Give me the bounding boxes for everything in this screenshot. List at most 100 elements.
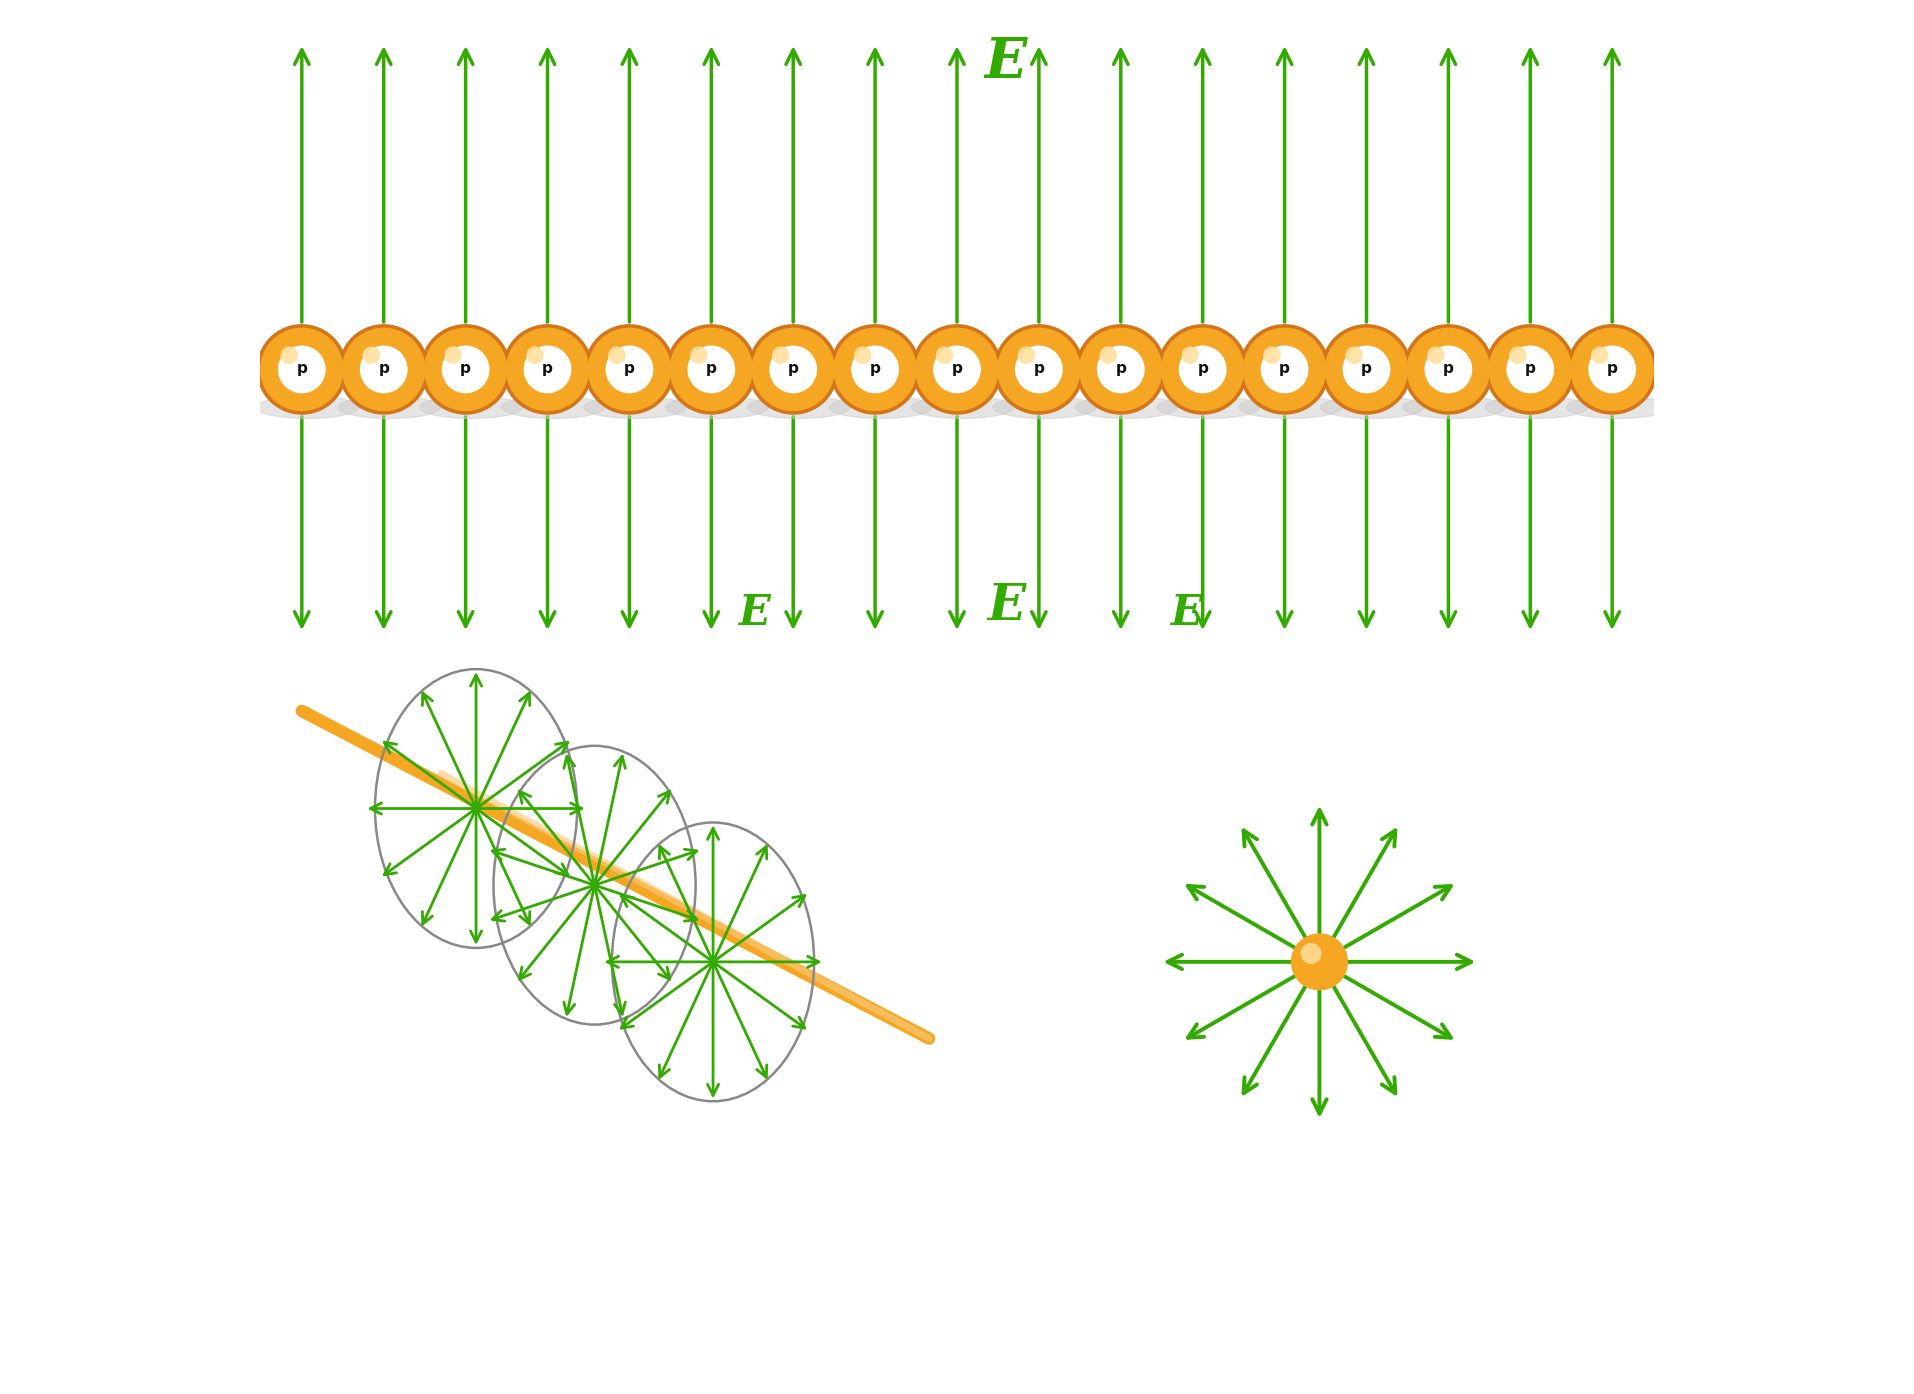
Circle shape — [1244, 329, 1326, 410]
Circle shape — [773, 347, 789, 364]
Circle shape — [526, 347, 544, 364]
Ellipse shape — [584, 396, 687, 418]
Text: E: E — [984, 35, 1028, 91]
Circle shape — [442, 346, 488, 393]
Circle shape — [1261, 346, 1307, 393]
Text: p: p — [379, 361, 389, 375]
Circle shape — [1158, 325, 1248, 414]
Ellipse shape — [748, 396, 850, 418]
Circle shape — [1571, 329, 1654, 410]
Circle shape — [1506, 346, 1554, 393]
Circle shape — [1302, 944, 1321, 963]
Circle shape — [1428, 347, 1443, 364]
Ellipse shape — [256, 396, 358, 418]
Circle shape — [279, 346, 325, 393]
Circle shape — [1292, 934, 1347, 990]
Text: p: p — [297, 361, 308, 375]
Circle shape — [913, 325, 1001, 414]
Text: p: p — [1198, 361, 1208, 375]
Circle shape — [1240, 325, 1328, 414]
Circle shape — [1101, 347, 1116, 364]
Circle shape — [260, 329, 343, 410]
Text: E: E — [739, 592, 771, 634]
Text: p: p — [1606, 361, 1617, 375]
Circle shape — [503, 325, 591, 414]
Circle shape — [1326, 329, 1407, 410]
Circle shape — [752, 329, 835, 410]
Circle shape — [281, 347, 297, 364]
Circle shape — [1344, 346, 1390, 393]
Text: p: p — [789, 361, 798, 375]
Circle shape — [1183, 347, 1198, 364]
Circle shape — [1263, 347, 1280, 364]
Circle shape — [1510, 347, 1525, 364]
Circle shape — [670, 329, 752, 410]
Circle shape — [1079, 329, 1162, 410]
Text: p: p — [869, 361, 880, 375]
Ellipse shape — [1238, 396, 1342, 418]
Circle shape — [748, 325, 838, 414]
Text: p: p — [542, 361, 553, 375]
Ellipse shape — [419, 396, 523, 418]
Text: p: p — [706, 361, 716, 375]
Circle shape — [852, 346, 898, 393]
Circle shape — [1592, 347, 1608, 364]
Circle shape — [1485, 325, 1575, 414]
Circle shape — [689, 346, 735, 393]
Circle shape — [1016, 346, 1062, 393]
Text: p: p — [1116, 361, 1125, 375]
Ellipse shape — [911, 396, 1014, 418]
Circle shape — [1346, 347, 1363, 364]
Text: p: p — [1525, 361, 1535, 375]
Circle shape — [256, 325, 346, 414]
Circle shape — [446, 347, 461, 364]
Ellipse shape — [1321, 396, 1424, 418]
Circle shape — [1568, 325, 1658, 414]
Circle shape — [769, 346, 817, 393]
Circle shape — [339, 325, 429, 414]
Circle shape — [831, 325, 921, 414]
Circle shape — [360, 346, 408, 393]
Circle shape — [425, 329, 507, 410]
Text: E: E — [988, 581, 1024, 631]
Circle shape — [609, 347, 626, 364]
Text: p: p — [459, 361, 471, 375]
Ellipse shape — [1076, 396, 1177, 418]
Text: p: p — [624, 361, 635, 375]
Circle shape — [835, 329, 917, 410]
Ellipse shape — [339, 396, 440, 418]
Text: p: p — [1034, 361, 1045, 375]
Ellipse shape — [666, 396, 768, 418]
Circle shape — [917, 329, 997, 410]
Circle shape — [586, 325, 674, 414]
Circle shape — [421, 325, 511, 414]
Text: p: p — [951, 361, 963, 375]
Circle shape — [1076, 325, 1166, 414]
Circle shape — [507, 329, 588, 410]
Circle shape — [936, 347, 953, 364]
Circle shape — [1323, 325, 1411, 414]
Circle shape — [1426, 346, 1472, 393]
Circle shape — [1162, 329, 1244, 410]
Text: E: E — [1171, 592, 1202, 634]
Text: p: p — [1279, 361, 1290, 375]
Ellipse shape — [1485, 396, 1587, 418]
Circle shape — [934, 346, 980, 393]
Text: p: p — [1361, 361, 1372, 375]
Circle shape — [343, 329, 425, 410]
Circle shape — [1589, 346, 1635, 393]
Circle shape — [854, 347, 871, 364]
Circle shape — [1403, 325, 1493, 414]
Circle shape — [993, 325, 1083, 414]
Circle shape — [364, 347, 379, 364]
Circle shape — [1097, 346, 1145, 393]
Ellipse shape — [993, 396, 1097, 418]
Circle shape — [997, 329, 1079, 410]
Circle shape — [524, 346, 570, 393]
Circle shape — [1407, 329, 1489, 410]
Ellipse shape — [829, 396, 932, 418]
Circle shape — [666, 325, 756, 414]
Circle shape — [1489, 329, 1571, 410]
Ellipse shape — [1403, 396, 1504, 418]
Circle shape — [588, 329, 670, 410]
